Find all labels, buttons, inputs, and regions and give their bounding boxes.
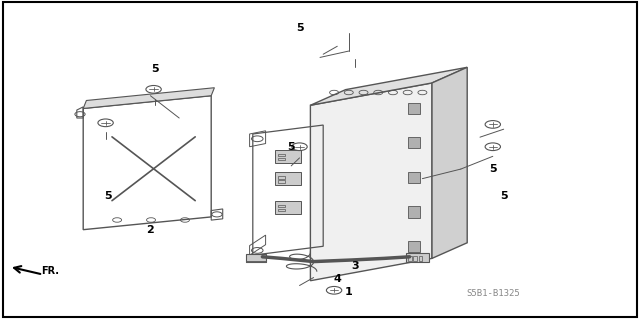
Polygon shape	[310, 83, 432, 281]
Bar	[278, 158, 285, 160]
Bar	[278, 180, 285, 183]
Bar	[408, 137, 420, 148]
Bar	[275, 150, 301, 163]
Polygon shape	[310, 67, 467, 105]
Bar	[246, 254, 266, 262]
Text: 5: 5	[296, 23, 303, 33]
Bar	[278, 176, 285, 179]
Bar	[419, 256, 422, 261]
Bar	[413, 256, 417, 261]
Bar	[246, 261, 266, 262]
Text: FR.: FR.	[42, 266, 60, 276]
Bar	[406, 253, 429, 262]
Bar	[278, 154, 285, 156]
Text: 5: 5	[287, 142, 295, 152]
Text: 1: 1	[345, 287, 353, 297]
Bar	[275, 201, 301, 214]
Polygon shape	[432, 67, 467, 258]
Bar	[408, 103, 420, 114]
Bar	[278, 205, 285, 207]
Bar	[408, 206, 420, 218]
Bar	[408, 172, 420, 183]
Text: 4: 4	[333, 274, 341, 284]
Text: S5B1-B1325: S5B1-B1325	[466, 289, 520, 298]
Bar	[408, 241, 420, 252]
Polygon shape	[83, 88, 214, 108]
Bar	[275, 172, 301, 185]
Bar	[408, 256, 412, 261]
Text: 2: 2	[147, 225, 154, 235]
Text: 5: 5	[489, 164, 497, 174]
Bar	[278, 209, 285, 211]
Text: 5: 5	[500, 191, 508, 201]
Text: 3: 3	[351, 261, 359, 271]
Text: 5: 5	[104, 191, 111, 201]
Text: 5: 5	[151, 63, 159, 74]
